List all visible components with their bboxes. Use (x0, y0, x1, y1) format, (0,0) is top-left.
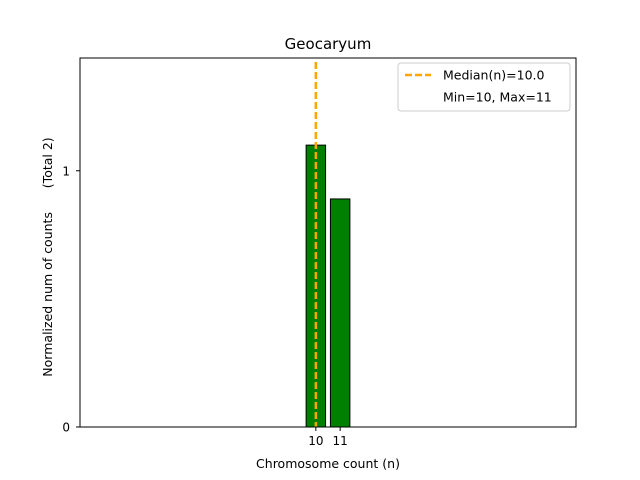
y-axis-label: Normalized num of counts (Total 2) (40, 137, 55, 376)
plot-area (305, 62, 351, 428)
chart-title: Geocaryum (285, 35, 372, 53)
bar-11 (329, 198, 351, 428)
legend-box (397, 62, 571, 112)
legend-median-label: Median(n)=10.0 (443, 68, 544, 83)
x-axis-label: Chromosome count (n) (256, 456, 400, 471)
x-tick-label: 10 (308, 434, 323, 448)
x-tick-label: 11 (333, 434, 348, 448)
axis-ticks: 10 11 0 1 (62, 164, 347, 448)
plot-frame (79, 57, 577, 428)
legend: Median(n)=10.0 Min=10, Max=11 (397, 62, 571, 112)
y-tick-label: 0 (62, 421, 70, 435)
legend-minmax-label: Min=10, Max=11 (443, 90, 552, 105)
y-tick-label: 1 (62, 164, 70, 178)
